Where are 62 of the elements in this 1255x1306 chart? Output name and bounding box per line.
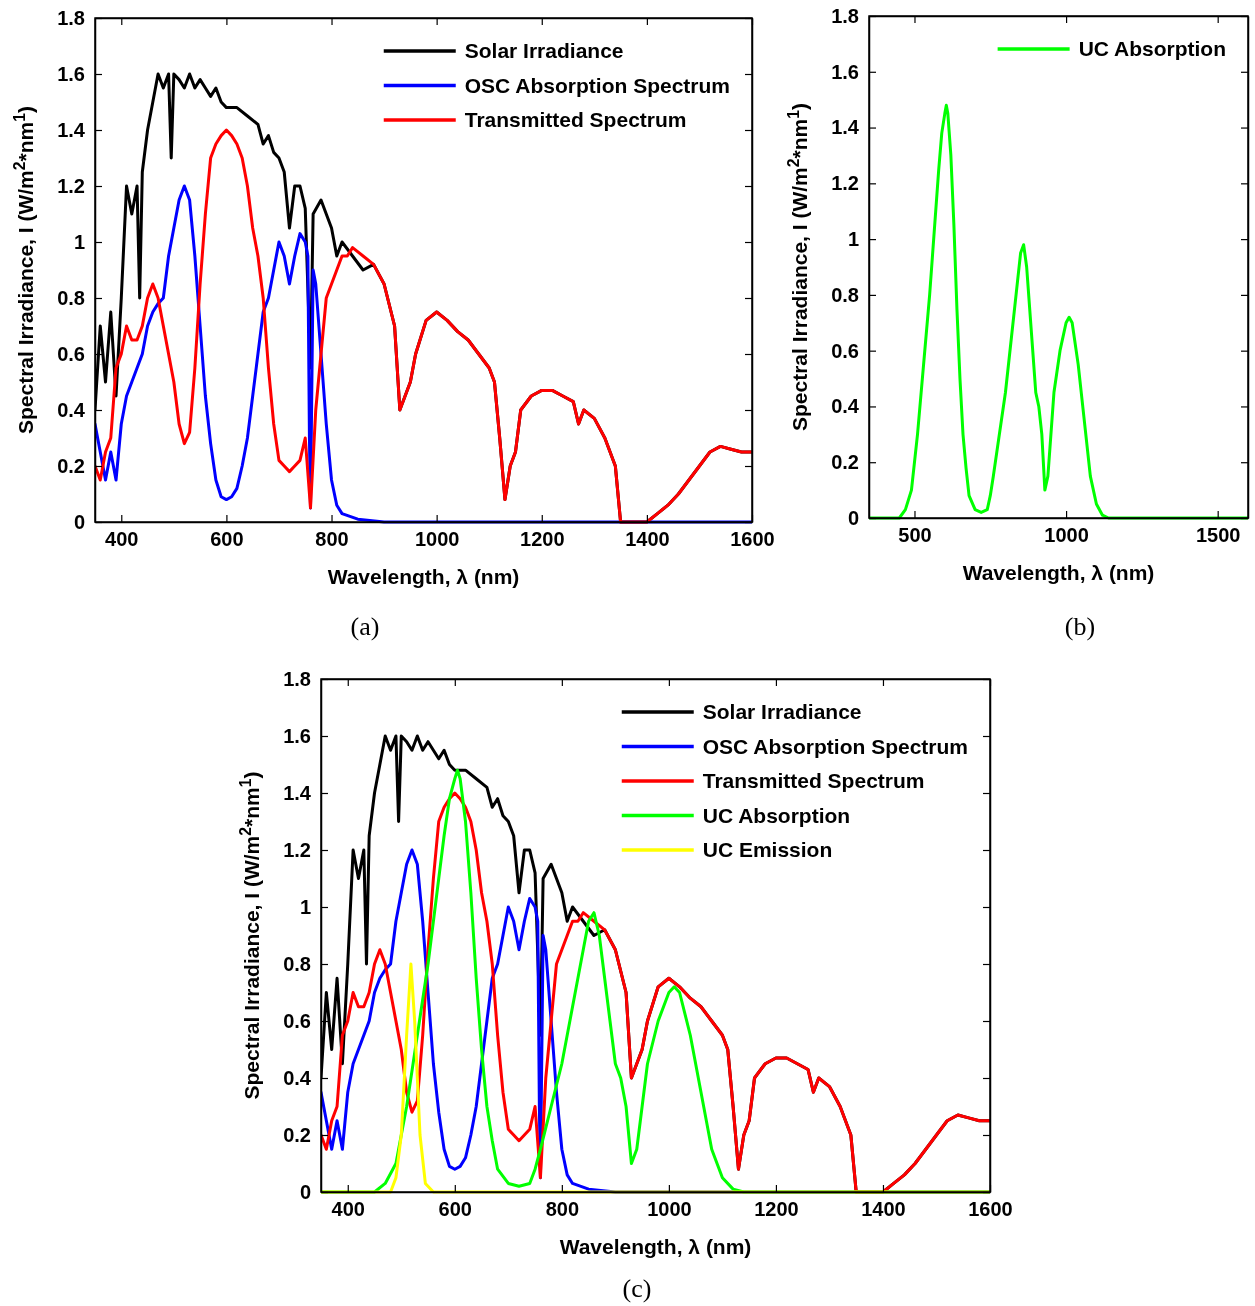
x-tick-label: 1400: [625, 528, 670, 551]
x-tick-label: 1400: [861, 1198, 906, 1221]
x-tick-label: 800: [315, 528, 349, 551]
legend-label: Transmitted Spectrum: [702, 769, 925, 792]
legend-label: OSC Absorption Spectrum: [702, 734, 968, 758]
y-tick-label: 1: [847, 228, 859, 251]
legend-label: UC Absorption: [702, 803, 851, 827]
x-tick-label: 1200: [754, 1198, 799, 1221]
legend-label: Transmitted Spectrum: [464, 108, 687, 131]
y-tick-label: 0.2: [57, 454, 85, 477]
x-tick-label: 400: [331, 1198, 365, 1221]
text: (c): [622, 1274, 652, 1303]
text: (a): [350, 612, 380, 641]
y-tick-label: 0.8: [831, 283, 859, 306]
y-tick-label: 1: [73, 230, 85, 253]
y-tick-label: 0.4: [57, 398, 86, 421]
y-tick-label: 0.8: [283, 952, 311, 975]
x-tick-label: 500: [898, 524, 932, 547]
y-tick-label: 1.6: [831, 60, 859, 83]
y-tick-label: 0.4: [831, 395, 860, 418]
x-axis-title: Wavelength, λ (nm): [559, 1235, 752, 1258]
x-axis-title: Wavelength, λ (nm): [962, 561, 1155, 584]
x-tick-label: 1600: [730, 528, 775, 551]
legend-label: Solar Irradiance: [702, 700, 862, 723]
y-tick-label: 0.8: [57, 286, 85, 309]
legend-label: Solar Irradiance: [464, 39, 624, 62]
y-tick-label: 1.4: [831, 116, 860, 139]
legend-label: UC Absorption: [1078, 37, 1226, 60]
y-tick-label: 0: [847, 506, 859, 529]
y-tick-label: 1: [299, 895, 311, 918]
x-tick-label: 600: [438, 1198, 472, 1221]
y-tick-label: 1.8: [283, 667, 311, 690]
y-tick-label: 1.2: [57, 174, 85, 197]
x-tick-label: 400: [105, 528, 139, 551]
x-tick-label: 1000: [414, 528, 460, 551]
y-tick-label: 0.6: [831, 339, 859, 362]
y-tick-label: 1.8: [831, 4, 859, 27]
legend-label: OSC Absorption Spectrum: [464, 73, 730, 97]
y-tick-label: 0: [299, 1180, 311, 1203]
y-tick-label: 0.2: [831, 451, 859, 474]
y-tick-label: 0.6: [283, 1009, 311, 1032]
x-tick-label: 1000: [1044, 524, 1089, 547]
x-axis-title: Wavelength, λ (nm): [327, 565, 520, 588]
y-tick-label: 1.2: [283, 838, 311, 861]
y-tick-label: 1.2: [831, 172, 859, 195]
y-tick-label: 0.6: [57, 342, 85, 365]
y-tick-label: 0: [73, 510, 85, 533]
x-tick-label: 600: [210, 528, 244, 551]
y-tick-label: 1.4: [283, 781, 312, 804]
y-tick-label: 1.8: [57, 6, 85, 29]
y-tick-label: 1.4: [57, 118, 86, 141]
x-tick-label: 1000: [647, 1198, 692, 1221]
y-tick-label: 1.6: [283, 724, 311, 747]
x-tick-label: 1600: [968, 1198, 1013, 1221]
legend-label: UC Emission: [702, 838, 833, 861]
text: (b): [1064, 612, 1096, 641]
x-tick-label: 1500: [1195, 524, 1241, 547]
x-tick-label: 1200: [520, 528, 565, 551]
x-tick-label: 800: [545, 1198, 580, 1221]
y-tick-label: 0.4: [283, 1066, 312, 1089]
y-tick-label: 0.2: [283, 1123, 311, 1146]
y-tick-label: 1.6: [57, 62, 85, 85]
